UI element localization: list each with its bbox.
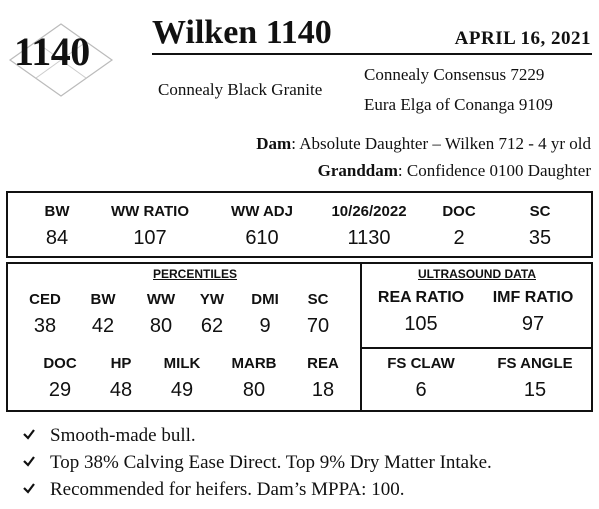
list-item: Top 38% Calving Ease Direct. Top 9% Dry …: [22, 452, 492, 474]
percentile-label: YW: [199, 291, 225, 308]
check-icon: [22, 425, 42, 447]
percentile-value: 42: [91, 315, 115, 337]
percentile-value: 62: [200, 315, 224, 337]
percentile-label: REA: [307, 355, 339, 372]
diamond-outline-icon: [8, 23, 114, 97]
dam-line: Dam: Absolute Daughter – Wilken 712 - 4 …: [256, 134, 591, 154]
stat-value: 35: [528, 227, 552, 249]
percentile-label: BW: [90, 291, 116, 308]
page-title: Wilken 1140: [152, 14, 332, 51]
percentile-label: DOC: [43, 355, 77, 372]
ultrasound-header: ULTRASOUND DATA: [418, 267, 536, 281]
percentile-value: 48: [109, 379, 133, 401]
percentile-label: CED: [29, 291, 61, 308]
stat-label: DOC: [442, 203, 476, 220]
percentiles-box: [6, 262, 361, 412]
granddam-line: Granddam: Confidence 0100 Daughter: [318, 161, 591, 181]
stat-value: 2: [453, 227, 465, 249]
stat-label: WW RATIO: [110, 203, 190, 220]
fs-label: FS ANGLE: [497, 355, 573, 372]
stat-value: 1130: [347, 227, 391, 249]
stat-label: 10/26/2022: [331, 203, 407, 220]
percentile-value: 29: [48, 379, 72, 401]
check-icon: [22, 452, 42, 474]
fs-value: 6: [415, 379, 427, 401]
sale-date: APRIL 16, 2021: [454, 28, 591, 49]
granddam-value: : Confidence 0100 Daughter: [397, 161, 591, 180]
check-icon: [22, 479, 42, 501]
list-item: Smooth-made bull.: [22, 425, 196, 447]
dam-value: : Absolute Daughter – Wilken 712 - 4 yr …: [291, 134, 591, 153]
percentile-value: 9: [259, 315, 271, 337]
percentile-value: 38: [33, 315, 57, 337]
ultrasound-label: REA RATIO: [377, 289, 465, 306]
percentile-label: DMI: [251, 291, 279, 308]
stat-label: WW ADJ: [231, 203, 293, 220]
list-item-text: Smooth-made bull.: [50, 425, 196, 446]
stat-label: BW: [44, 203, 70, 220]
percentile-value: 70: [306, 315, 330, 337]
list-item-text: Recommended for heifers. Dam’s MPPA: 100…: [50, 479, 405, 500]
dam-label: Dam: [256, 134, 292, 153]
sire-dam-name: Eura Elga of Conanga 9109: [364, 95, 553, 114]
percentile-value: 80: [149, 315, 173, 337]
sire-sire-name: Connealy Consensus 7229: [364, 65, 545, 84]
percentile-value: 80: [242, 379, 266, 401]
percentile-label: SC: [307, 291, 329, 308]
stat-value: 107: [133, 227, 167, 249]
stat-value: 84: [45, 227, 69, 249]
percentile-label: MARB: [231, 355, 277, 372]
percentile-value: 49: [170, 379, 194, 401]
ultrasound-value: 105: [404, 313, 438, 335]
granddam-label: Granddam: [317, 161, 398, 180]
ultrasound-box: [360, 262, 593, 349]
list-item-text: Top 38% Calving Ease Direct. Top 9% Dry …: [50, 452, 492, 473]
percentile-value: 18: [311, 379, 335, 401]
percentile-label: MILK: [163, 355, 201, 372]
percentile-label: WW: [146, 291, 176, 308]
percentiles-header: PERCENTILES: [152, 267, 238, 281]
foot-score-box: [360, 347, 593, 412]
title-underline: [152, 53, 592, 55]
top-stats-box: [6, 191, 593, 258]
ultrasound-value: 97: [521, 313, 545, 335]
sire-name: Connealy Black Granite: [158, 80, 323, 99]
fs-value: 15: [523, 379, 547, 401]
stat-label: SC: [529, 203, 551, 220]
ultrasound-label: IMF RATIO: [492, 289, 574, 306]
percentile-label: HP: [110, 355, 132, 372]
stat-value: 610: [245, 227, 279, 249]
list-item: Recommended for heifers. Dam’s MPPA: 100…: [22, 479, 404, 501]
fs-label: FS CLAW: [387, 355, 455, 372]
lot-number: 1140: [14, 29, 90, 74]
